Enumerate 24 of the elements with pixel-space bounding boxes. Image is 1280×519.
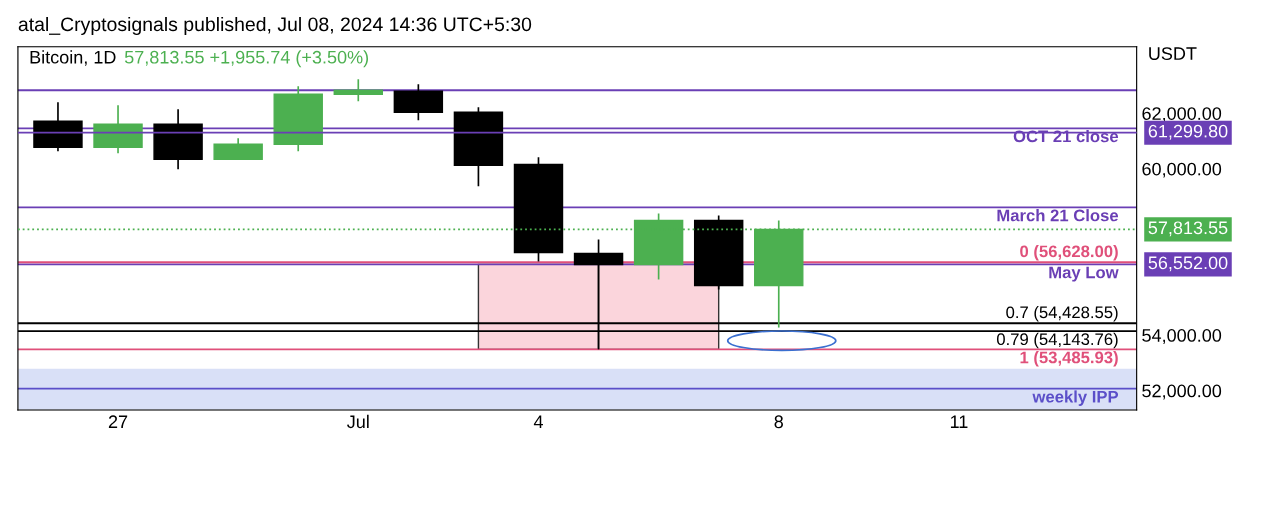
ref-line-label: 0 (56,628.00) — [1020, 245, 1118, 261]
chart-title: atal_Cryptosignals published, Jul 08, 2024 14:36 UTC+5:30 — [18, 16, 532, 36]
text: 56,552.00 — [1148, 256, 1228, 272]
ref-line-label: 61,299.80 — [1148, 124, 1228, 140]
ref-line-label: March 21 Close — [997, 209, 1119, 222]
x-tick-label: 11 — [950, 415, 968, 428]
ref-line-label: May Low — [1049, 266, 1119, 282]
x-tick-label: 4 — [533, 415, 543, 428]
y-tick-label: 54,000.00 — [1142, 329, 1222, 344]
x-tick-label: 27 — [108, 415, 128, 428]
ref-line-label: 1 (53,485.93) — [1020, 351, 1118, 367]
annotation: 57,813.55 +1,955.74 (+3.50%) — [124, 50, 369, 68]
candlestick — [333, 78, 384, 103]
ref-line-label: 0.79 (54,143.76) — [996, 332, 1118, 349]
y-tick-label: 52,000.00 — [1142, 384, 1222, 400]
y-tick-label: 62,000.00 — [1142, 107, 1222, 123]
x-tick-label: 8 — [774, 415, 783, 429]
ref-line-label: weekly IPP — [1032, 390, 1119, 406]
chart-subtitle: Bitcoin, 1D — [30, 50, 116, 66]
y-axis-title: USDT — [1149, 47, 1197, 60]
x-tick-label: Jul — [347, 414, 369, 429]
ref-line-label: 57,813.55 — [1148, 221, 1228, 237]
ref-line-label: 0.7 (54,428.55) — [1006, 306, 1118, 322]
y-tick-label: 60,000.00 — [1142, 162, 1222, 178]
